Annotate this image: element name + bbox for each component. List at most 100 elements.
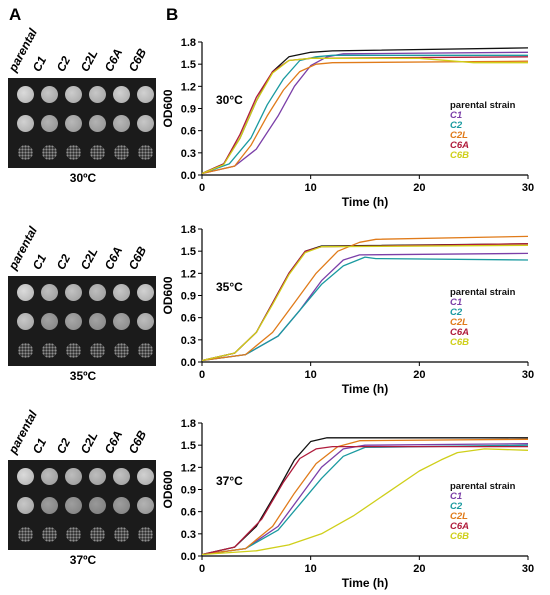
colony-spot [136,312,154,330]
y-tick-label: 1.2 [181,268,196,280]
legend-entry: C1 [450,491,462,502]
legend-entry: parental strain [450,100,516,111]
x-tick-label: 20 [413,182,425,194]
series-line [201,445,528,556]
colony-spot [136,283,154,301]
y-tick-label: 1.5 [181,246,196,258]
legend-entry: C2 [450,501,463,512]
colony-spot [88,496,106,514]
x-tick-label: 10 [305,369,317,381]
colony-spot [88,467,106,485]
series-line [201,60,529,175]
colony-spot [41,526,57,542]
series-line [201,256,529,362]
series-line [201,438,529,556]
colony-spot [89,526,105,542]
legend-entry: C6A [450,521,469,532]
series-line [201,448,529,556]
colony-spot [40,496,58,514]
legend-entry: C2 [450,307,463,318]
x-axis-title: Time (h) [342,382,388,396]
y-tick-label: 0.0 [181,551,196,563]
colony-spot [65,342,81,358]
legend-entry: C6A [450,140,469,151]
spot-plate [8,460,156,550]
x-tick-label: 20 [413,369,425,381]
series-line [201,56,529,175]
colony-spot [41,342,57,358]
series-line [201,243,529,362]
colony-spot [41,144,57,160]
colony-spot [89,342,105,358]
legend-entry: C6B [450,337,469,348]
legend-entry: parental strain [450,287,516,298]
y-tick-label: 1.8 [181,37,196,49]
y-tick-label: 0.0 [181,357,196,369]
colony-spot [40,312,58,330]
colony-spot [16,85,34,103]
temperature-label: 30ºC [69,171,97,185]
colony-spot [89,144,105,160]
x-tick-label: 20 [413,563,425,575]
y-tick-label: 0.6 [181,126,196,138]
y-axis-title: OD600 [161,89,175,127]
colony-spot [16,283,34,301]
colony-spot [40,85,58,103]
series-line [201,437,528,556]
x-axis-title: Time (h) [342,576,388,590]
legend-entry: C6B [450,531,469,542]
series-line [201,244,529,362]
colony-spot [136,85,154,103]
colony-spot [88,283,106,301]
x-tick-label: 30 [522,369,534,381]
colony-spot [88,312,106,330]
series-line [201,252,529,362]
x-tick-label: 0 [199,182,205,194]
x-tick-label: 30 [522,563,534,575]
y-tick-label: 0.9 [181,291,196,303]
y-axis-title: OD600 [161,470,175,508]
colony-spot [16,467,34,485]
colony-spot [17,526,33,542]
legend-entry: C2L [450,130,468,141]
y-tick-label: 0.9 [181,104,196,116]
panel-label-b: B [166,5,179,24]
x-tick-label: 10 [305,182,317,194]
x-tick-label: 30 [522,182,534,194]
series-line [201,444,529,556]
colony-spot [113,342,129,358]
temperature-annotation: 30°C [216,93,243,107]
y-tick-label: 0.0 [181,170,196,182]
colony-spot [112,283,130,301]
colony-spot [64,312,82,330]
colony-spot [40,114,58,132]
temperature-label: 35ºC [69,369,97,383]
y-tick-label: 1.8 [181,224,196,236]
legend-entry: C2L [450,511,468,522]
colony-spot [65,526,81,542]
colony-spot [16,114,34,132]
series-line [201,243,529,362]
y-tick-label: 0.3 [181,335,196,347]
y-tick-label: 0.3 [181,148,196,160]
colony-spot [88,85,106,103]
spot-plate [8,78,156,168]
colony-spot [137,526,153,542]
temperature-annotation: 37°C [216,474,243,488]
spot-plate [8,276,156,366]
legend-entry: C2L [450,317,468,328]
series-line [201,57,528,175]
legend-entry: C2 [450,120,463,131]
colony-spot [17,342,33,358]
legend-entry: C1 [450,110,462,121]
colony-spot [16,312,34,330]
series-line [201,235,529,362]
colony-spot [64,496,82,514]
colony-spot [17,144,33,160]
colony-spot [136,467,154,485]
colony-spot [64,114,82,132]
colony-spot [64,283,82,301]
colony-spot [137,144,153,160]
x-tick-label: 0 [199,563,205,575]
y-tick-label: 0.6 [181,507,196,519]
